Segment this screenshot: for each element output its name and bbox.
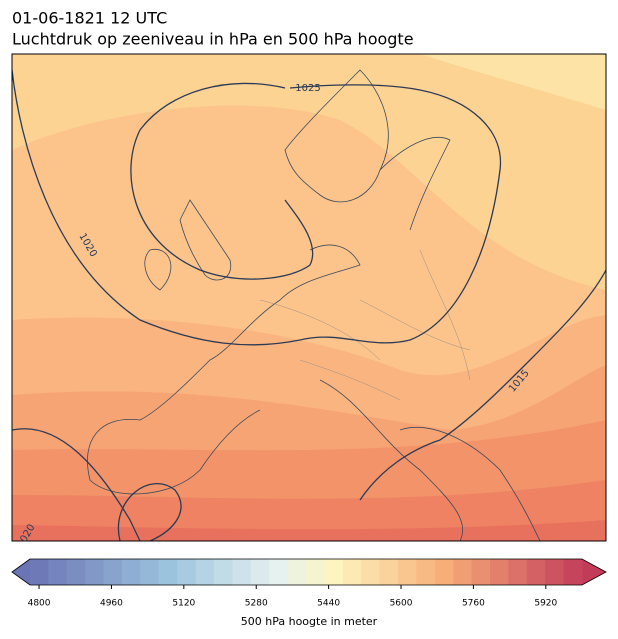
colorbar-swatch — [471, 559, 491, 585]
colorbar-swatch — [177, 559, 197, 585]
colorbar-swatch — [490, 559, 509, 585]
colorbar-swatch — [379, 559, 399, 585]
colorbar-swatch — [232, 559, 252, 585]
colorbar-swatch — [214, 559, 233, 585]
colorbar-swatch — [140, 559, 160, 585]
colorbar-swatch — [398, 559, 417, 585]
colorbar-swatch — [453, 559, 473, 585]
colorbar-tick-label: 4960 — [100, 599, 123, 609]
colorbar-swatch — [563, 559, 583, 585]
title-line: 01-06-1821 12 UTC — [12, 9, 167, 28]
contour-label: 1025 — [295, 83, 320, 94]
colorbar-swatch — [30, 559, 49, 585]
colorbar-swatch — [250, 559, 270, 585]
colorbar-swatch — [508, 559, 528, 585]
colorbar-tick-label: 5920 — [534, 599, 557, 609]
colorbar-swatch — [526, 559, 546, 585]
colorbar-tick-label: 5280 — [245, 599, 268, 609]
colorbar-swatch — [324, 559, 344, 585]
colorbar-swatch — [85, 559, 105, 585]
colorbar-swatch — [434, 559, 454, 585]
map — [12, 54, 606, 541]
colorbar-swatch — [361, 559, 381, 585]
colorbar-tick-label: 4800 — [28, 599, 51, 609]
colorbar-frame — [11, 558, 607, 586]
colorbar-swatch — [306, 559, 325, 585]
colorbar-swatch — [103, 559, 123, 585]
colorbar-swatch — [195, 559, 215, 585]
colorbar-tick-label: 5120 — [172, 599, 195, 609]
colorbar-swatch — [269, 559, 289, 585]
colorbar-swatch — [342, 559, 362, 585]
title-line: Luchtdruk op zeeniveau in hPa en 500 hPa… — [12, 30, 414, 49]
colorbar-swatch — [48, 559, 68, 585]
colorbar-tick-label: 5600 — [390, 599, 413, 609]
colorbar-tick-label: 5760 — [462, 599, 485, 609]
colorbar-extend — [582, 559, 606, 585]
colorbar-label: 500 hPa hoogte in meter — [241, 615, 378, 628]
colorbar-swatch — [545, 559, 565, 585]
colorbar-extend — [12, 559, 30, 585]
colorbar-swatch — [287, 559, 307, 585]
colorbar-swatch — [416, 559, 436, 585]
colorbar-swatch — [66, 559, 86, 585]
colorbar-swatch — [122, 559, 141, 585]
colorbar-tick-label: 5440 — [317, 599, 340, 609]
colorbar-swatch — [158, 559, 178, 585]
